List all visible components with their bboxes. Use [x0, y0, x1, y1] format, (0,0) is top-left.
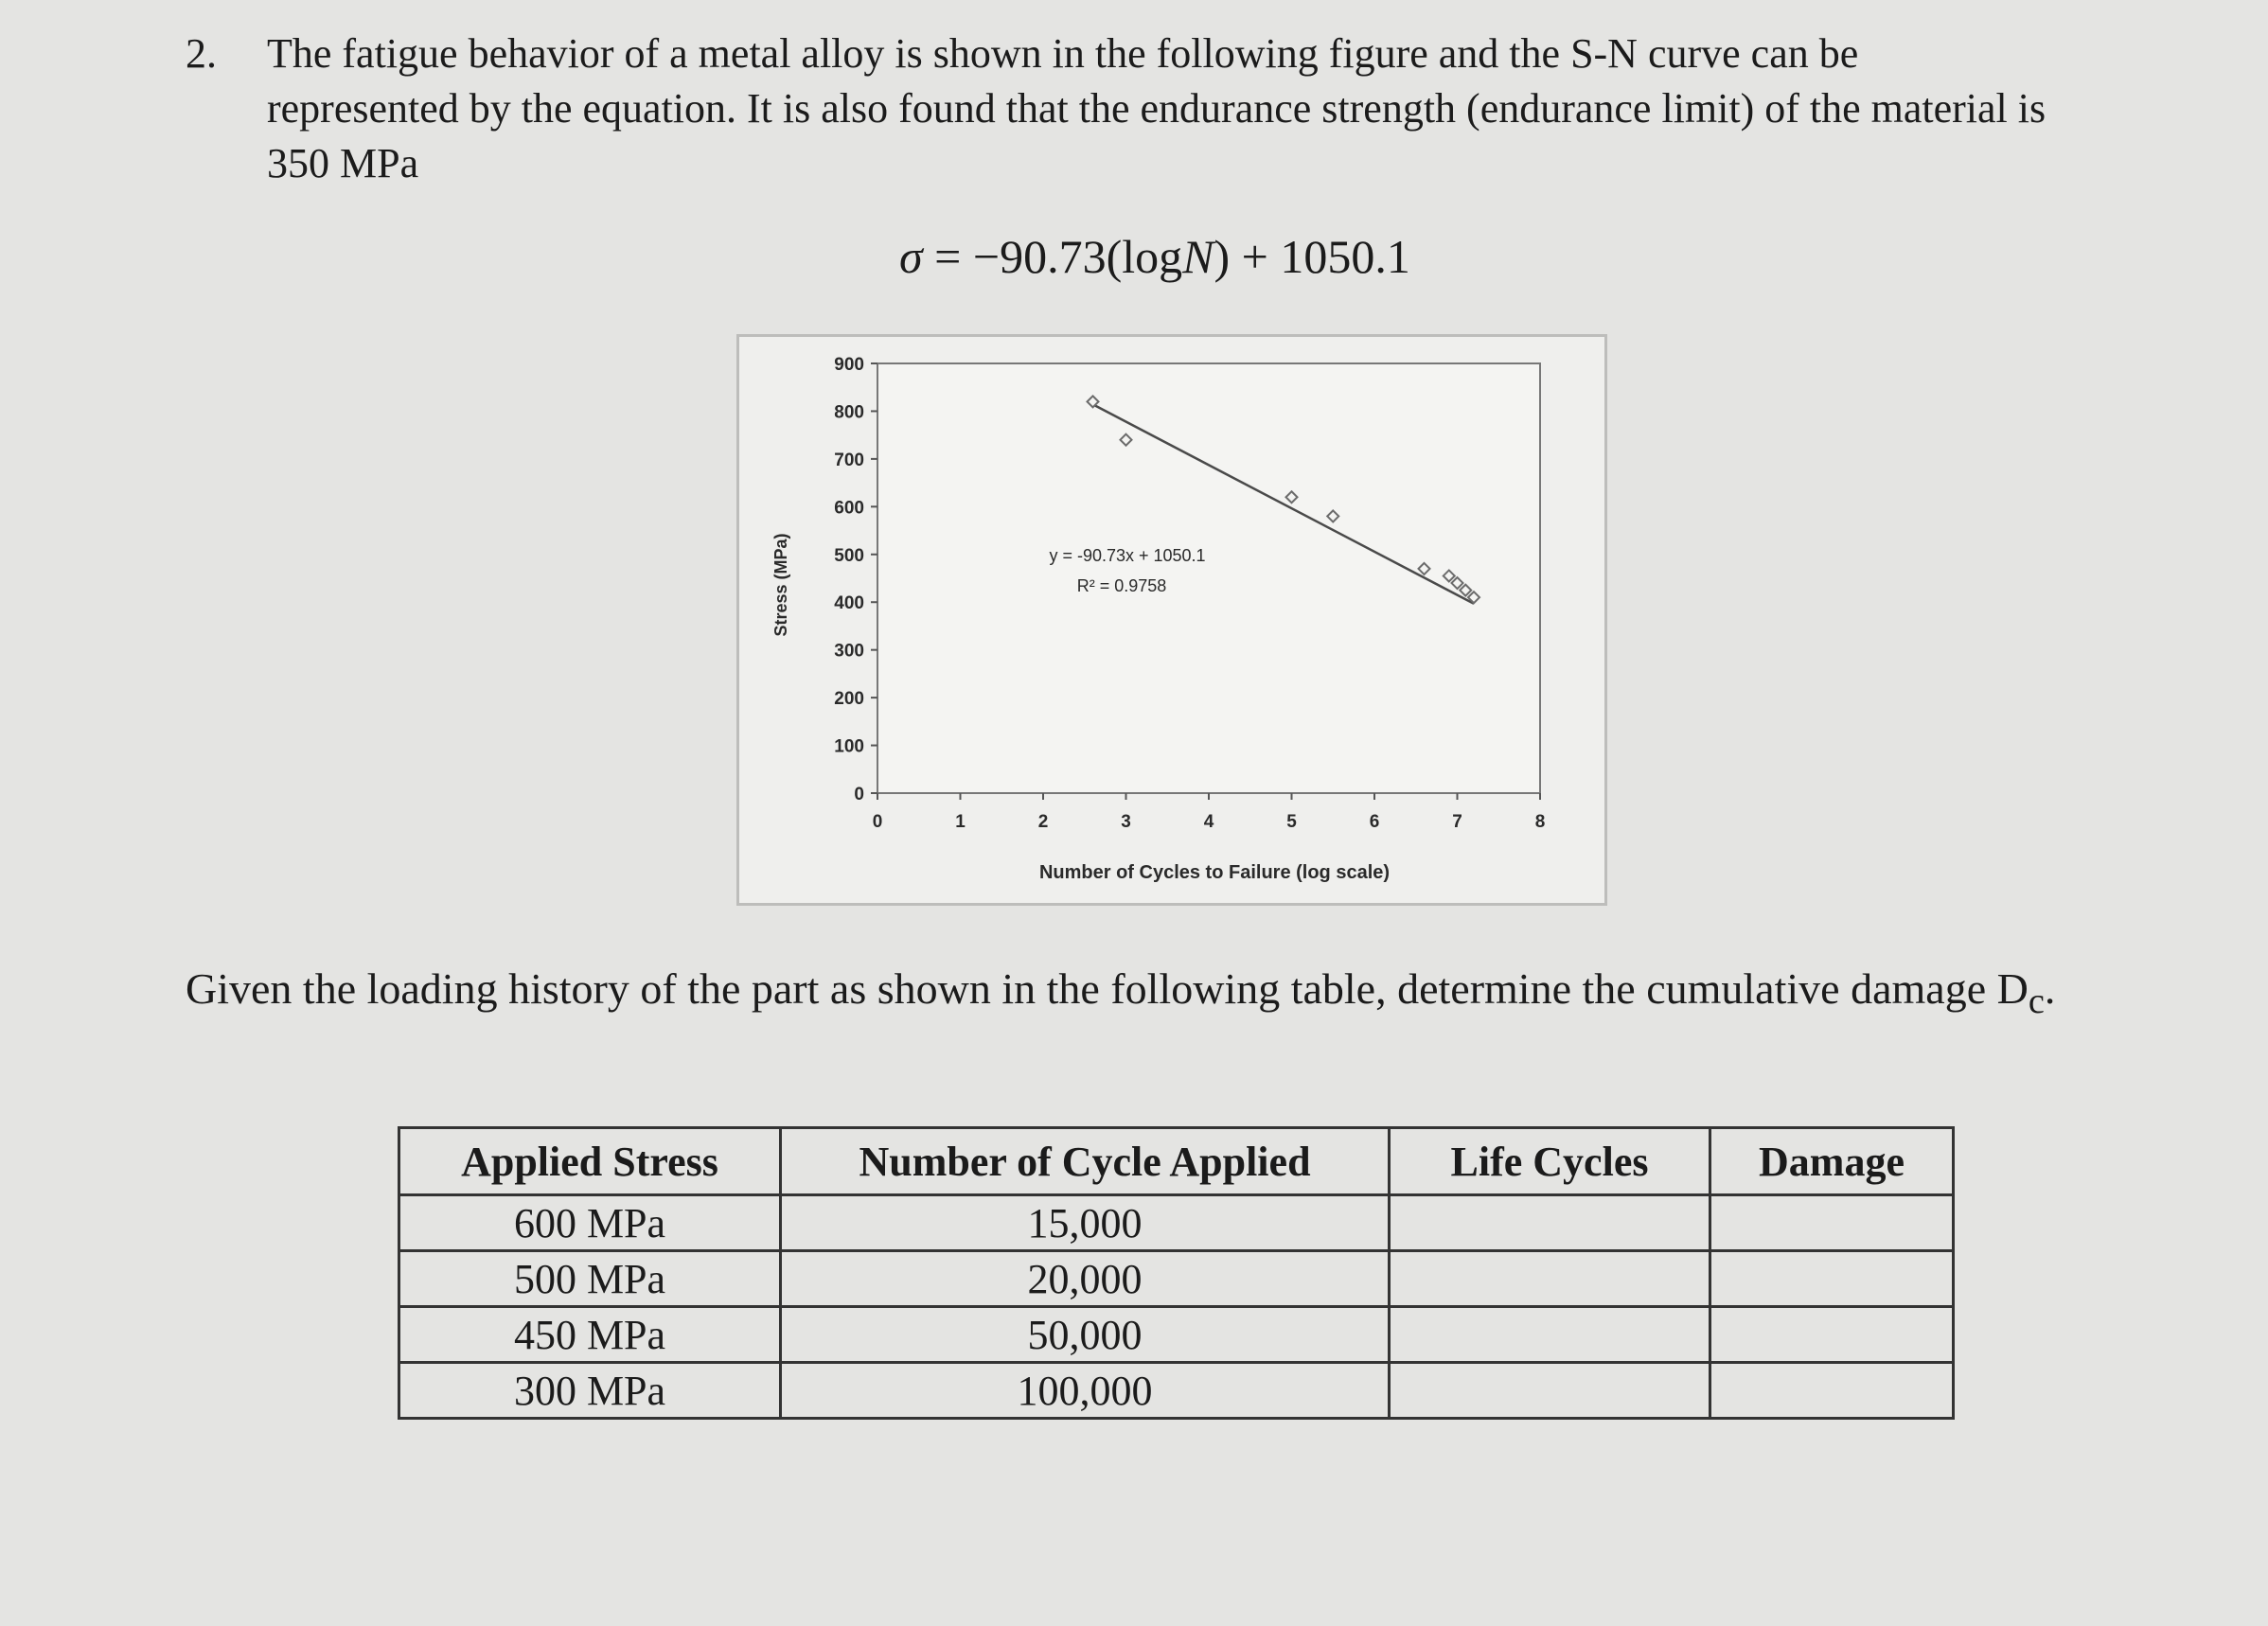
cell-stress: 450 MPa [398, 1305, 782, 1364]
sn-equation: σ = −90.73(logN) + 1050.1 [899, 229, 1410, 284]
header-damage: Damage [1709, 1126, 1955, 1196]
header-applied-stress: Applied Stress [398, 1126, 782, 1196]
sn-chart-svg: 0 100 200 300 400 500 600 700 800 900 0 1 2 3 4 5 6 7 8 y… [771, 355, 1546, 883]
y-tick-label: 100 [834, 737, 864, 757]
data-points [1086, 394, 1481, 605]
y-tick-label: 500 [834, 546, 864, 566]
y-tick-label: 800 [834, 402, 864, 422]
cell-cycles: 20,000 [779, 1249, 1391, 1308]
table-row: 300 MPa 100,000 [398, 1361, 1955, 1420]
sn-chart: 0 100 200 300 400 500 600 700 800 900 0 1 2 3 4 5 6 7 8 y… [736, 334, 1607, 906]
cell-life [1388, 1305, 1711, 1364]
question-subscript: c [2028, 981, 2045, 1022]
x-tick-label: 8 [1535, 812, 1546, 832]
header-life-cycles: Life Cycles [1388, 1126, 1711, 1196]
x-tick-label: 7 [1452, 812, 1462, 832]
loading-history-table: Applied Stress Number of Cycle Applied L… [398, 1126, 1955, 1420]
y-tick-label: 300 [834, 642, 864, 662]
data-point [1466, 590, 1481, 605]
equation-var: N [1182, 230, 1214, 283]
data-point [1086, 394, 1100, 409]
cell-damage [1709, 1193, 1955, 1252]
data-point [1285, 489, 1299, 504]
cell-cycles: 50,000 [779, 1305, 1391, 1364]
x-tick-label: 5 [1286, 812, 1297, 832]
cell-cycles: 15,000 [779, 1193, 1391, 1252]
equation-rhs-a: = −90.73(log [922, 230, 1183, 283]
x-tick-label: 2 [1038, 812, 1049, 832]
data-point [1119, 433, 1133, 448]
cell-life [1388, 1361, 1711, 1420]
plot-area [877, 362, 1541, 794]
cell-life [1388, 1249, 1711, 1308]
cell-stress: 300 MPa [398, 1361, 782, 1420]
cell-damage [1709, 1305, 1955, 1364]
cell-life [1388, 1193, 1711, 1252]
y-tick-label: 200 [834, 689, 864, 709]
cell-damage [1709, 1361, 1955, 1420]
x-tick-label: 4 [1204, 812, 1214, 832]
x-tick-label: 0 [873, 812, 883, 832]
question-body: Given the loading history of the part as… [186, 964, 2029, 1013]
y-tick-label: 400 [834, 593, 864, 613]
data-point [1450, 575, 1464, 591]
trend-equation-label: y = -90.73x + 1050.1 [1049, 546, 1205, 565]
x-tick-label: 1 [955, 812, 966, 832]
y-axis-ticks: 0 100 200 300 400 500 600 700 800 900 [834, 355, 877, 804]
header-cycles-applied: Number of Cycle Applied [779, 1126, 1391, 1196]
data-point [1325, 509, 1340, 523]
cell-damage [1709, 1249, 1955, 1308]
y-axis-label: Stress (MPa) [771, 533, 790, 636]
y-tick-label: 0 [854, 785, 864, 804]
cell-stress: 500 MPa [398, 1249, 782, 1308]
x-tick-label: 3 [1121, 812, 1131, 832]
equation-sigma: σ [899, 230, 923, 283]
x-axis-label: Number of Cycles to Failure (log scale) [1039, 862, 1390, 883]
data-point [1458, 583, 1473, 598]
y-tick-label: 900 [834, 355, 864, 375]
data-point [1417, 561, 1431, 576]
trendline [1091, 403, 1475, 605]
question-end: . [2044, 964, 2056, 1013]
equation-rhs-b: ) + 1050.1 [1214, 230, 1410, 283]
table-row: 450 MPa 50,000 [398, 1305, 1955, 1364]
table-header-row: Applied Stress Number of Cycle Applied L… [398, 1126, 1955, 1196]
cell-cycles: 100,000 [779, 1361, 1391, 1420]
problem-text: The fatigue behavior of a metal alloy is… [267, 30, 2047, 186]
problem-number: 2. [186, 30, 217, 77]
y-tick-label: 600 [834, 498, 864, 518]
x-axis-ticks: 0 1 2 3 4 5 6 7 8 [873, 793, 1546, 832]
table-row: 500 MPa 20,000 [398, 1249, 1955, 1308]
question-text: Given the loading history of the part as… [186, 956, 2117, 1034]
r-squared-label: R² = 0.9758 [1077, 576, 1167, 595]
data-point [1442, 569, 1457, 583]
table-row: 600 MPa 15,000 [398, 1193, 1955, 1252]
x-tick-label: 6 [1370, 812, 1380, 832]
y-tick-label: 700 [834, 451, 864, 470]
cell-stress: 600 MPa [398, 1193, 782, 1252]
